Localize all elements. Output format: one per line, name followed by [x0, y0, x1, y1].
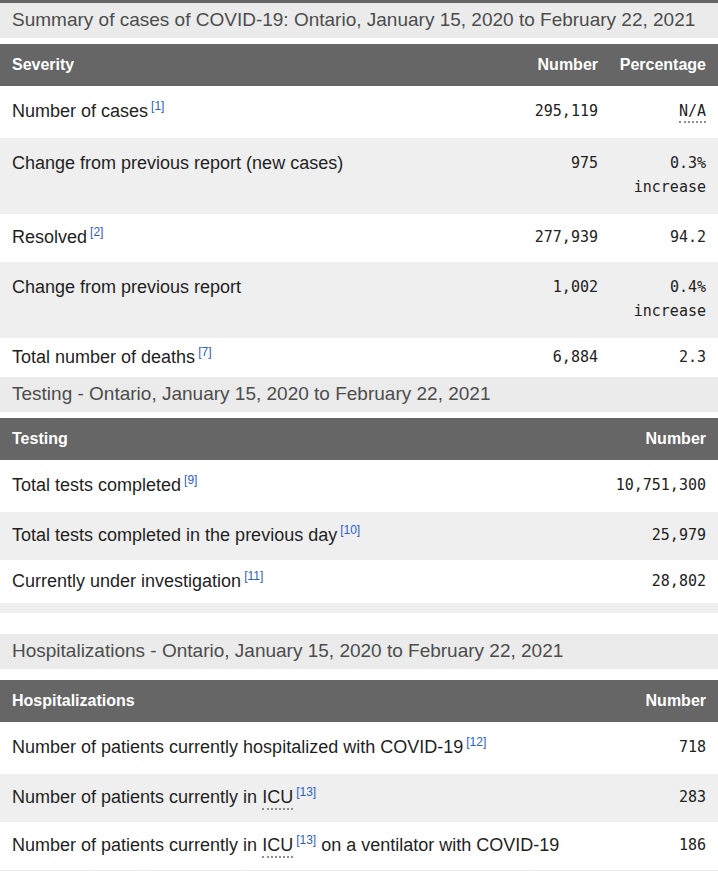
row-label: Resolved	[12, 227, 87, 247]
row-label: Number of patients currently hospitalize…	[12, 737, 463, 757]
footnote-sup: [10]	[340, 523, 360, 537]
table-row-icu-ventilator: Number of patients currently in ICU[13] …	[0, 822, 718, 870]
row-label: Number of patients currently in	[12, 835, 257, 855]
row-label: Total number of deaths	[12, 347, 195, 367]
percentage-cell: 0.4% increase	[598, 262, 718, 338]
row-label: Currently under investigation	[12, 571, 241, 591]
column-header-number: Number	[578, 418, 718, 460]
column-header-hospitalizations: Hospitalizations	[0, 680, 578, 722]
testing-table: Testing Number Total tests completed[9] …	[0, 418, 718, 603]
icu-abbreviation[interactable]: ICU	[262, 787, 293, 810]
footnote-ref-link[interactable]: [13]	[296, 785, 316, 799]
table-row-number-of-cases: Number of cases[1] 295,119 N/A	[0, 86, 718, 138]
covid-summary-page: Summary of cases of COVID-19: Ontario, J…	[0, 0, 718, 871]
footnote-ref-link[interactable]: [9]	[184, 473, 197, 487]
table-row-hospitalized: Number of patients currently hospitalize…	[0, 722, 718, 774]
footnote-ref-link[interactable]: [12]	[466, 735, 486, 749]
number-cell: 1,002	[478, 262, 598, 338]
footnote-sup: [13]	[296, 833, 316, 847]
testing-section: Testing - Ontario, January 15, 2020 to F…	[0, 377, 718, 613]
number-cell: 718	[578, 722, 718, 774]
footnote-ref-link[interactable]: [10]	[340, 523, 360, 537]
footnote-sup: [7]	[198, 345, 211, 359]
footnote-sup: [1]	[151, 99, 164, 113]
hospitalizations-section: Hospitalizations - Ontario, January 15, …	[0, 634, 718, 870]
table-bottom-stripe	[0, 603, 718, 613]
footnote-ref-link[interactable]: [1]	[151, 99, 164, 113]
table-row-change-new-cases: Change from previous report (new cases) …	[0, 138, 718, 214]
number-cell: 6,884	[478, 338, 598, 377]
percentage-value: 0.4%	[670, 278, 706, 296]
testing-caption: Testing - Ontario, January 15, 2020 to F…	[0, 377, 718, 412]
testing-header-row: Testing Number	[0, 418, 718, 460]
footnote-ref-link[interactable]: [7]	[198, 345, 211, 359]
footnote-sup: [12]	[466, 735, 486, 749]
percentage-direction: increase	[634, 300, 706, 322]
table-row-under-investigation: Currently under investigation[11] 28,802	[0, 560, 718, 603]
na-abbreviation[interactable]: N/A	[679, 102, 706, 123]
table-row-resolved: Resolved[2] 277,939 94.2	[0, 214, 718, 262]
number-cell: 25,979	[578, 512, 718, 560]
hospitalizations-caption: Hospitalizations - Ontario, January 15, …	[0, 634, 718, 669]
summary-caption: Summary of cases of COVID-19: Ontario, J…	[0, 3, 718, 38]
number-cell: 975	[478, 138, 598, 214]
row-label: Change from previous report	[12, 277, 241, 297]
number-cell: 10,751,300	[578, 460, 718, 512]
row-label: Number of cases	[12, 101, 148, 121]
column-header-percentage: Percentage	[598, 44, 718, 86]
hospitalizations-header-row: Hospitalizations Number	[0, 680, 718, 722]
number-cell: 186	[578, 822, 718, 870]
icu-abbreviation[interactable]: ICU	[262, 835, 293, 858]
column-header-number: Number	[478, 44, 598, 86]
table-row-total-tests: Total tests completed[9] 10,751,300	[0, 460, 718, 512]
row-label-suffix: on a ventilator with COVID-19	[321, 835, 559, 855]
row-label: Change from previous report (new cases)	[12, 153, 343, 173]
column-header-testing: Testing	[0, 418, 578, 460]
table-row-icu: Number of patients currently in ICU[13] …	[0, 774, 718, 822]
number-cell: 283	[578, 774, 718, 822]
footnote-sup: [9]	[184, 473, 197, 487]
summary-section: Summary of cases of COVID-19: Ontario, J…	[0, 3, 718, 377]
number-cell: 295,119	[478, 86, 598, 138]
percentage-value: 0.3%	[670, 154, 706, 172]
footnote-sup: [2]	[90, 225, 103, 239]
footnote-sup: [13]	[296, 785, 316, 799]
hospitalizations-table: Hospitalizations Number Number of patien…	[0, 680, 718, 870]
table-row-change-resolved: Change from previous report 1,002 0.4% in…	[0, 262, 718, 338]
footnote-ref-link[interactable]: [2]	[90, 225, 103, 239]
number-cell: 277,939	[478, 214, 598, 262]
row-label: Number of patients currently in	[12, 787, 257, 807]
summary-table: Severity Number Percentage Number of cas…	[0, 44, 718, 377]
row-label: Total tests completed	[12, 475, 181, 495]
number-cell: 28,802	[578, 560, 718, 603]
row-label: Total tests completed in the previous da…	[12, 525, 337, 545]
table-row-tests-previous-day: Total tests completed in the previous da…	[0, 512, 718, 560]
footnote-ref-link[interactable]: [11]	[244, 569, 263, 583]
summary-header-row: Severity Number Percentage	[0, 44, 718, 86]
percentage-direction: increase	[634, 176, 706, 198]
column-header-number: Number	[578, 680, 718, 722]
percentage-cell: 0.3% increase	[598, 138, 718, 214]
footnote-ref-link[interactable]: [13]	[296, 833, 316, 847]
percentage-cell: N/A	[598, 86, 718, 138]
percentage-cell: 94.2	[598, 214, 718, 262]
footnote-sup: [11]	[244, 569, 263, 583]
column-header-severity: Severity	[0, 44, 478, 86]
percentage-cell: 2.3	[598, 338, 718, 377]
table-row-total-deaths: Total number of deaths[7] 6,884 2.3	[0, 338, 718, 377]
